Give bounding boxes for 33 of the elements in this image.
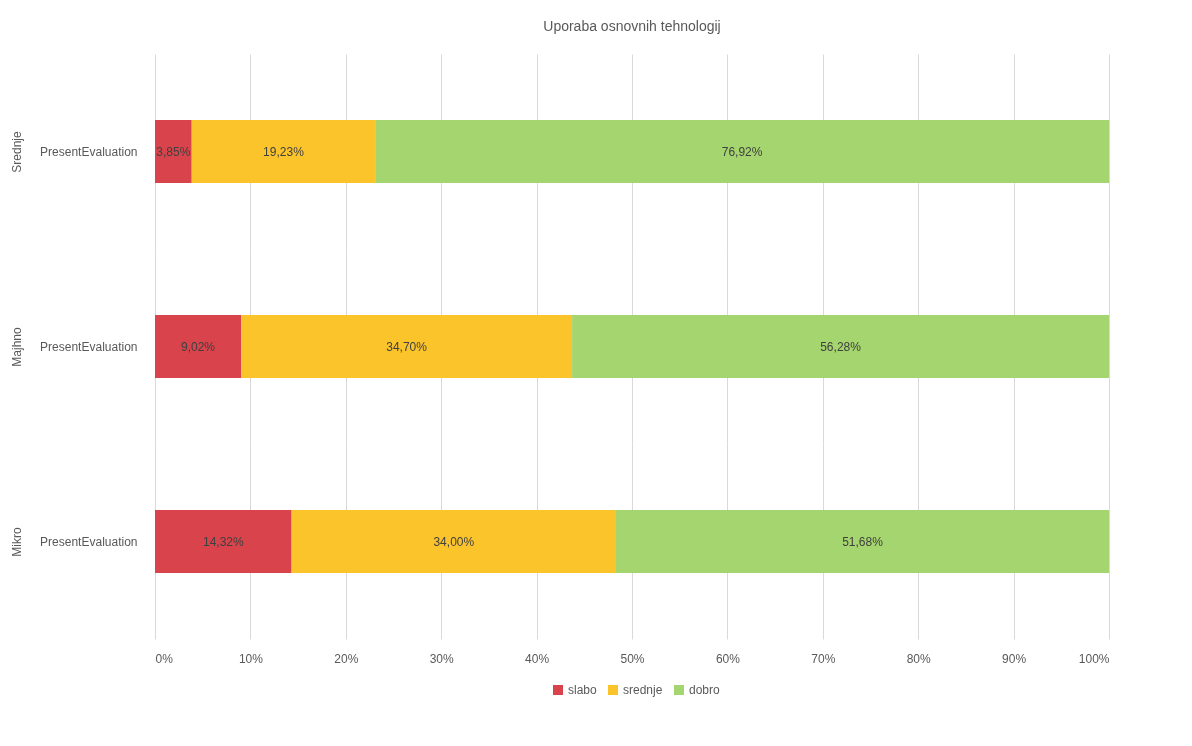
legend-label: slabo: [568, 683, 598, 697]
y-axis-title: Mikro: [10, 527, 25, 557]
data-label: 34,70%: [386, 339, 428, 354]
y-axis-title: Srednje: [10, 131, 25, 173]
y-axis-title: Majhno: [10, 327, 25, 367]
x-tick-label: 30%: [429, 651, 455, 666]
bar: [615, 510, 1109, 573]
x-tick-label: 40%: [525, 651, 550, 666]
y-tick-label: PresentEvaluation: [40, 144, 138, 159]
data-label: 51,68%: [842, 534, 884, 549]
x-tick-label: 90%: [1002, 651, 1027, 666]
data-label: 19,23%: [263, 144, 305, 159]
data-label: 76,92%: [721, 144, 763, 159]
y-tick-label: PresentEvaluation: [40, 534, 138, 549]
legend-label: dobro: [689, 683, 721, 697]
chart-title: Uporaba osnovnih tehnologij: [543, 18, 721, 34]
x-tick-label: 50%: [620, 651, 645, 666]
x-tick-label: 80%: [906, 651, 932, 666]
y-tick-label: PresentEvaluation: [40, 339, 138, 354]
data-label: 14,32%: [202, 534, 244, 549]
x-tick-label: 20%: [334, 651, 359, 666]
legend-label: srednje: [623, 683, 663, 697]
x-tick-label: 100%: [1078, 651, 1110, 666]
data-label: 9,02%: [181, 339, 216, 354]
data-label: 34,00%: [433, 534, 475, 549]
x-tick-label: 10%: [238, 651, 264, 666]
x-tick-label: 0%: [155, 651, 174, 666]
x-tick-label: 70%: [811, 651, 836, 666]
x-tick-label: 60%: [715, 651, 741, 666]
bar: [291, 510, 616, 573]
data-label: 3,85%: [156, 144, 191, 159]
data-label: 56,28%: [820, 339, 862, 354]
bar: [155, 510, 292, 573]
